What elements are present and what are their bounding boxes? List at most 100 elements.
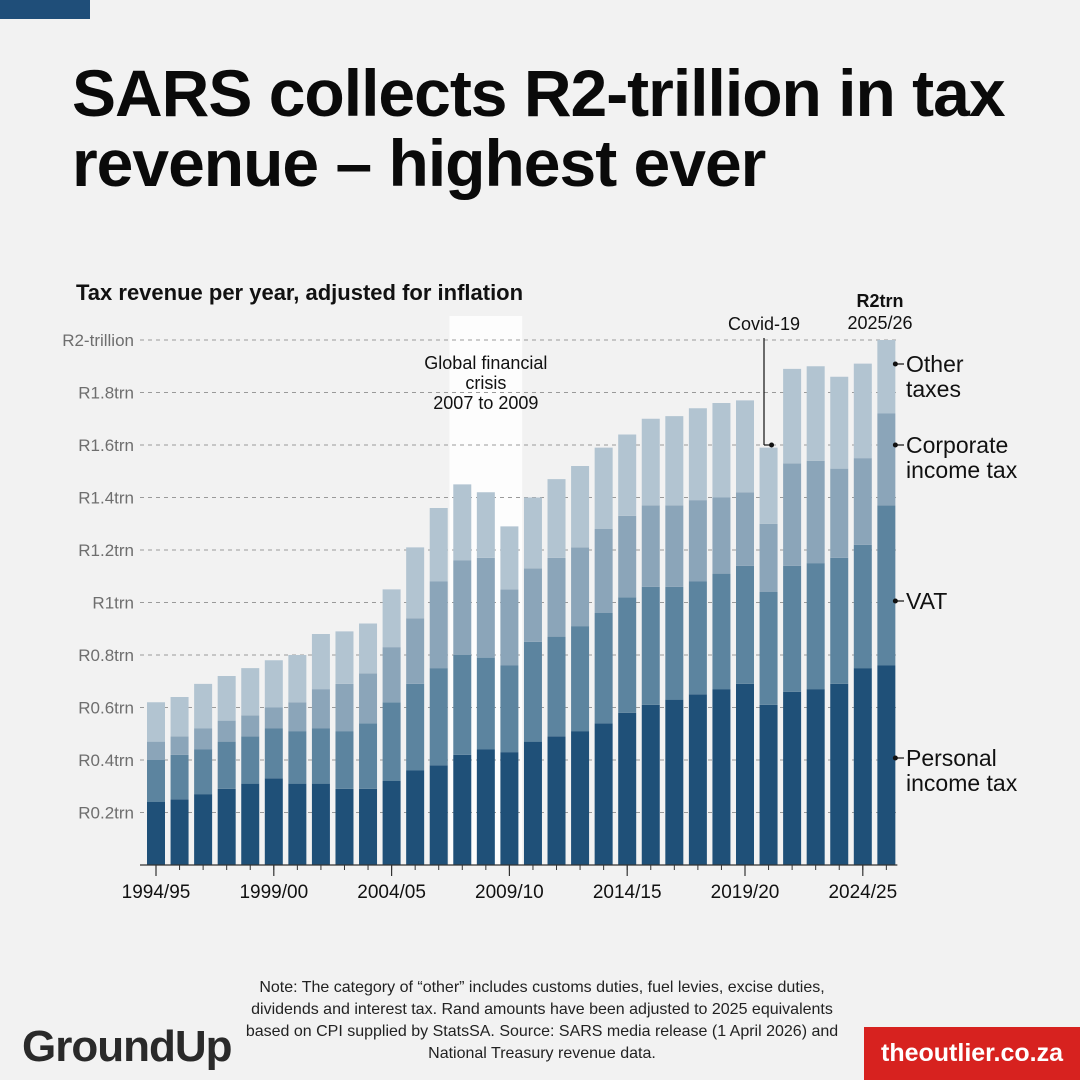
bar-segment-corporate-income-tax — [217, 720, 236, 742]
bar-segment-corporate-income-tax — [688, 500, 707, 582]
peak-value-label: R2trn — [856, 291, 903, 311]
bar-segment-other-taxes — [288, 655, 307, 703]
bar-segment-personal-income-tax — [382, 781, 401, 865]
bar-segment-vat — [429, 668, 448, 766]
bar-segment-personal-income-tax — [147, 802, 165, 865]
bar-segment-corporate-income-tax — [335, 683, 354, 732]
bar-segment-corporate-income-tax — [147, 741, 165, 760]
bar-segment-other-taxes — [712, 403, 731, 498]
bar-segment-corporate-income-tax — [783, 463, 802, 566]
y-tick-label: R0.2trn — [78, 804, 134, 823]
x-tick-label: 2019/20 — [711, 882, 780, 903]
bar-segment-other-taxes — [335, 631, 354, 684]
headline: SARS collects R2-trillion in tax revenue… — [72, 56, 1006, 200]
bar-segment-other-taxes — [523, 497, 542, 569]
bar-segment-personal-income-tax — [618, 712, 637, 865]
bar-segment-corporate-income-tax — [359, 673, 378, 724]
legend-dot — [892, 361, 898, 367]
bar-segment-corporate-income-tax — [618, 515, 637, 598]
bar-segment-vat — [453, 655, 472, 755]
x-tick-label: 2009/10 — [475, 882, 544, 903]
x-tick-label: 2014/15 — [593, 882, 662, 903]
bar-segment-other-taxes — [264, 660, 283, 708]
bar-segment-personal-income-tax — [547, 736, 566, 865]
y-tick-label: R0.6trn — [78, 699, 134, 718]
bar-segment-other-taxes — [241, 668, 260, 716]
y-tick-label: R0.4trn — [78, 751, 134, 770]
bar-segment-vat — [571, 626, 590, 732]
chart-subtitle: Tax revenue per year, adjusted for infla… — [76, 280, 524, 305]
bar-segment-personal-income-tax — [830, 683, 849, 865]
bar-segment-vat — [877, 505, 896, 666]
theoutlier-logo: theoutlier.co.za — [864, 1027, 1080, 1080]
bar-segment-other-taxes — [571, 466, 590, 548]
bar-segment-other-taxes — [194, 683, 213, 729]
bar-segment-personal-income-tax — [688, 694, 707, 865]
bar-segment-other-taxes — [641, 418, 660, 506]
bar-segment-personal-income-tax — [571, 731, 590, 865]
bar-segment-corporate-income-tax — [853, 458, 872, 545]
bar-segment-personal-income-tax — [194, 794, 213, 865]
bar-segment-personal-income-tax — [853, 668, 872, 865]
bar-segment-other-taxes — [783, 368, 802, 464]
bar-segment-personal-income-tax — [500, 752, 519, 865]
bar-segment-corporate-income-tax — [288, 702, 307, 732]
bar-segment-corporate-income-tax — [594, 529, 613, 613]
bar-segment-other-taxes — [688, 408, 707, 501]
bar-segment-personal-income-tax — [406, 770, 425, 865]
bar-segment-personal-income-tax — [594, 723, 613, 865]
bar-segment-other-taxes — [759, 447, 778, 524]
bar-segment-corporate-income-tax — [382, 647, 401, 703]
bar-segment-corporate-income-tax — [830, 468, 849, 558]
bar-segment-other-taxes — [453, 484, 472, 561]
bar-segment-other-taxes — [170, 697, 189, 737]
bar-segment-vat — [594, 613, 613, 724]
covid-dot — [769, 442, 775, 448]
bar-segment-personal-income-tax — [523, 741, 542, 865]
bar-segment-other-taxes — [547, 479, 566, 558]
y-tick-label: R2-trillion — [62, 331, 134, 350]
bar-segment-personal-income-tax — [264, 778, 283, 865]
bar-segment-vat — [476, 657, 495, 750]
bar-segment-other-taxes — [476, 492, 495, 558]
bar-segment-other-taxes — [311, 634, 330, 690]
bar-segment-personal-income-tax — [759, 704, 778, 865]
bar-segment-other-taxes — [853, 363, 872, 459]
bar-segment-vat — [830, 557, 849, 684]
bar-segment-other-taxes — [359, 623, 378, 674]
bar-segment-personal-income-tax — [217, 788, 236, 865]
bar-segment-personal-income-tax — [311, 783, 330, 865]
peak-year-label: 2025/26 — [847, 313, 912, 333]
bar-segment-personal-income-tax — [665, 699, 684, 865]
bar-segment-corporate-income-tax — [547, 557, 566, 637]
bar-segment-other-taxes — [382, 589, 401, 648]
bar-segment-corporate-income-tax — [712, 497, 731, 574]
gfc-annotation-label: Global financial crisis 2007 to 2009 — [424, 353, 547, 413]
bar-segment-personal-income-tax — [429, 765, 448, 865]
bar-segment-vat — [359, 723, 378, 789]
legend-label-vat: VAT — [906, 588, 947, 614]
bar-segment-other-taxes — [830, 376, 849, 469]
bar-segment-personal-income-tax — [783, 691, 802, 865]
bar-segment-vat — [500, 665, 519, 753]
bar-segment-personal-income-tax — [288, 783, 307, 865]
bar-segment-personal-income-tax — [241, 783, 260, 865]
y-tick-label: R1.2trn — [78, 541, 134, 560]
bar-segment-other-taxes — [429, 508, 448, 582]
bar-segment-corporate-income-tax — [241, 715, 260, 737]
bar-segment-corporate-income-tax — [523, 568, 542, 642]
bar-segment-corporate-income-tax — [453, 560, 472, 655]
stacked-bar-chart: R0.2trn R0.4trn R0.6trn R0.8trn R1trn R1.2trn… — [62, 291, 1018, 903]
x-tick-label: 2024/25 — [828, 882, 897, 903]
bar-segment-corporate-income-tax — [429, 581, 448, 669]
x-tick-label: 1994/95 — [122, 882, 191, 903]
y-tick-label: R1.8trn — [78, 384, 134, 403]
bar-segment-personal-income-tax — [736, 683, 754, 865]
bar-segment-other-taxes — [594, 447, 613, 529]
bar-segment-personal-income-tax — [806, 689, 825, 865]
legend-dot — [892, 442, 898, 448]
bar-segment-corporate-income-tax — [665, 505, 684, 587]
bar-segment-vat — [523, 641, 542, 742]
bar-segment-vat — [853, 544, 872, 669]
bar-segment-personal-income-tax — [712, 689, 731, 865]
